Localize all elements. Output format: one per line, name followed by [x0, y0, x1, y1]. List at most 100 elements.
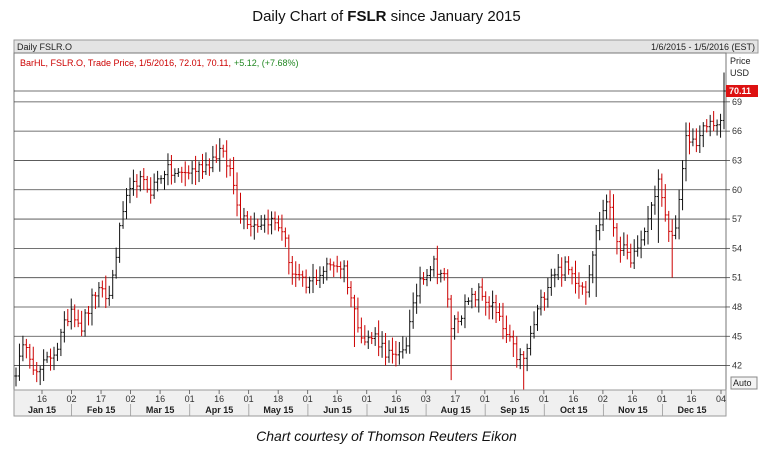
ohlc-bar: [93, 291, 97, 310]
ohlc-bar: [366, 330, 370, 349]
ohlc-bar: [460, 315, 464, 326]
x-day-tick: 16: [627, 394, 637, 404]
ohlc-bar: [663, 184, 667, 222]
x-month-label: Feb 15: [87, 405, 116, 415]
ohlc-bar: [439, 269, 443, 283]
ohlc-bar: [525, 343, 529, 372]
ohlc-bar: [304, 269, 308, 294]
ohlc-bar: [422, 272, 426, 285]
ohlc-bar: [466, 297, 470, 305]
x-day-tick: 16: [214, 394, 224, 404]
x-day-tick: 01: [185, 394, 195, 404]
plot-area[interactable]: [13, 52, 727, 391]
auto-scale-label: Auto: [733, 378, 752, 388]
ohlc-bar: [114, 247, 118, 279]
ohlc-bar: [290, 255, 294, 285]
ohlc-bar: [539, 289, 543, 316]
ohlc-bar: [694, 128, 698, 153]
ohlc-bar: [387, 340, 391, 363]
ohlc-bar: [408, 309, 412, 354]
x-day-tick: 16: [509, 394, 519, 404]
ohlc-bar: [118, 222, 122, 263]
ohlc-bar: [428, 266, 432, 282]
x-month-label: Nov 15: [618, 405, 648, 415]
ohlc-bar: [207, 158, 211, 176]
ohlc-bar: [163, 170, 167, 190]
chart-header-bar: [13, 39, 759, 54]
ohlc-bar: [83, 309, 87, 337]
ohlc-bar: [249, 215, 253, 237]
ohlc-bar: [618, 236, 622, 263]
info-legend: BarHL, FSLR.O, Trade Price, 1/5/2016, 72…: [20, 58, 299, 68]
x-day-tick: 17: [450, 394, 460, 404]
x-day-tick: 01: [657, 394, 667, 404]
ohlc-bar: [228, 158, 232, 177]
ohlc-bar: [373, 327, 377, 346]
ohlc-bar: [390, 337, 394, 364]
ohlc-bar: [87, 305, 91, 326]
ohlc-bar: [111, 269, 115, 299]
ohlc-bar: [318, 266, 322, 289]
ohlc-bar: [587, 265, 591, 298]
ohlc-bar: [470, 287, 474, 309]
y-tick-label: 48: [732, 302, 742, 312]
ohlc-bar: [28, 343, 32, 369]
x-month-label: Apr 15: [205, 405, 233, 415]
ohlc-bar: [332, 261, 336, 278]
ohlc-bar: [294, 261, 298, 287]
info-change: +5.12, (+7.68%): [234, 58, 299, 68]
ohlc-bar: [45, 351, 49, 363]
y-tick-label: 51: [732, 273, 742, 283]
ohlc-bar: [622, 232, 626, 256]
ohlc-bar: [487, 296, 491, 320]
ohlc-bar: [649, 201, 653, 230]
ohlc-bar: [149, 177, 153, 204]
ohlc-bar: [546, 277, 550, 308]
ohlc-bar: [194, 155, 198, 185]
price-axis-label: Price: [730, 56, 751, 66]
ohlc-bar: [221, 144, 225, 158]
ohlc-bar: [135, 174, 139, 198]
ohlc-bar: [35, 361, 39, 383]
ohlc-bar: [17, 343, 21, 381]
ohlc-bar: [38, 365, 42, 386]
ohlc-bar: [598, 211, 602, 241]
ohlc-bar: [308, 276, 312, 294]
ohlc-bar: [69, 298, 73, 330]
ohlc-bar: [563, 256, 567, 282]
ohlc-bar: [498, 303, 502, 322]
ohlc-bar: [484, 291, 488, 316]
ohlc-bar: [131, 169, 135, 196]
ohlc-bar: [712, 111, 716, 132]
ohlc-bar: [24, 338, 28, 359]
ohlc-bar: [605, 194, 609, 220]
ohlc-bar: [142, 168, 146, 191]
ohlc-bar: [529, 325, 533, 356]
auto-scale-button[interactable]: [730, 376, 758, 390]
ohlc-bar: [263, 214, 267, 233]
ohlc-bar: [76, 309, 80, 328]
ohlc-bar: [176, 168, 180, 177]
ohlc-bar: [270, 211, 274, 235]
ohlc-bar: [73, 304, 77, 328]
ohlc-bar: [197, 161, 201, 183]
ohlc-bar: [159, 175, 163, 184]
ohlc-bar: [691, 128, 695, 147]
ohlc-bar: [608, 190, 612, 221]
ohlc-bar: [660, 173, 664, 207]
x-day-tick: 16: [686, 394, 696, 404]
currency-label: USD: [730, 68, 750, 78]
ohlc-bar: [287, 234, 291, 275]
x-month-label: Sep 15: [500, 405, 529, 415]
ohlc-bar: [359, 317, 363, 344]
ohlc-bar: [283, 227, 287, 248]
ohlc-bar: [553, 268, 557, 288]
y-tick-label: 69: [732, 97, 742, 107]
x-day-tick: 04: [716, 394, 726, 404]
ohlc-bar: [560, 257, 564, 287]
ohlc-bar: [646, 205, 650, 245]
ohlc-bar: [567, 256, 571, 275]
ohlc-bar: [556, 254, 560, 281]
ohlc-bar: [342, 260, 346, 283]
x-day-tick: 01: [539, 394, 549, 404]
